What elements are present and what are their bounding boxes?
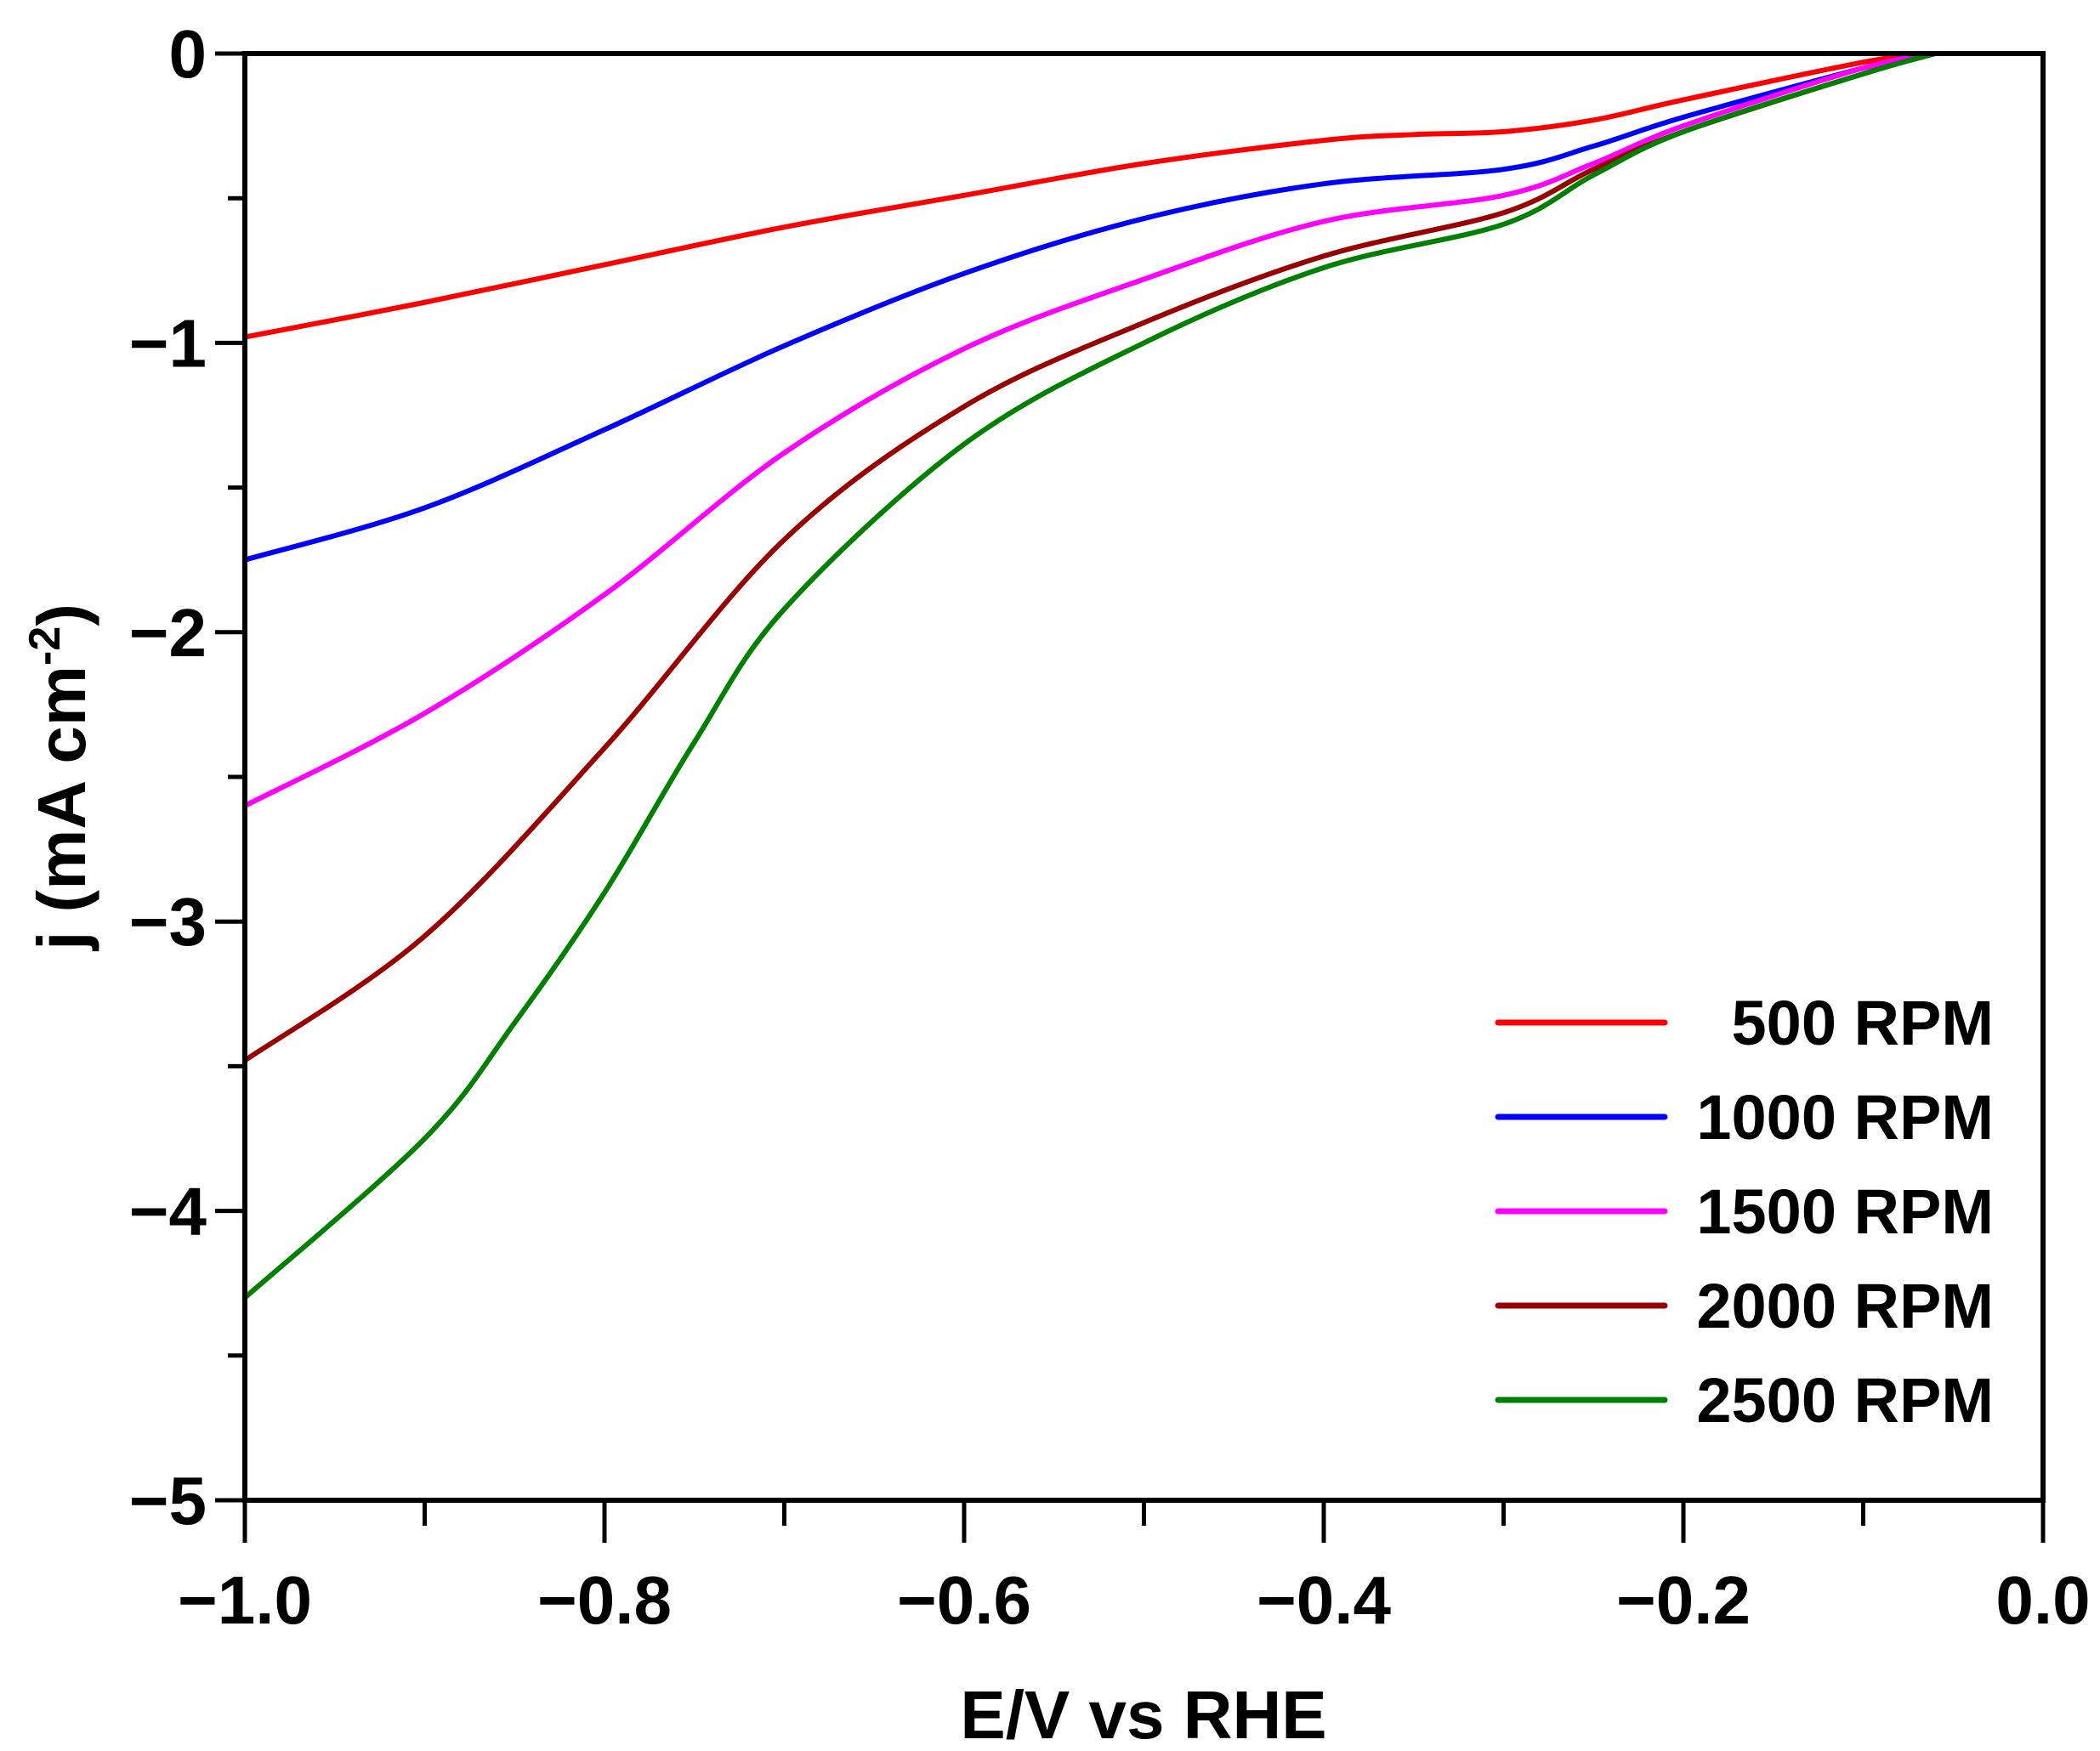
series-line-1500-rpm	[243, 51, 1936, 808]
series-curves	[243, 51, 1936, 1300]
x-tick-label: 0.0	[1995, 1562, 2090, 1638]
legend: 500 RPM 1000 RPM 1500 RPM 2000 RPM 2500 RPM	[1495, 988, 1994, 1436]
legend-label: 2500 RPM	[1696, 1365, 1994, 1436]
y-tick-label: −1	[129, 305, 207, 381]
x-tick-label: −0.4	[1257, 1562, 1391, 1638]
x-tick-label: −0.8	[537, 1562, 672, 1638]
y-axis-title-close: )	[24, 604, 99, 626]
legend-label: 1500 RPM	[1696, 1176, 1994, 1247]
legend-label: 1000 RPM	[1696, 1082, 1994, 1153]
y-axis-title-superscript: -2	[20, 626, 70, 666]
series-line-2500-rpm	[243, 51, 1936, 1300]
x-tick-label: −1.0	[178, 1562, 312, 1638]
y-axis-title-main: j (mA cm	[24, 666, 99, 952]
tick-labels: −1.0 −0.8 −0.6 −0.4 −0.2 0.0 0 −1 −2 −3 −4 −5	[129, 16, 2091, 1638]
x-axis-title: E/V vs RHE	[960, 1677, 1326, 1751]
series-line-500-rpm	[244, 51, 1927, 340]
x-tick-label: −0.6	[897, 1562, 1031, 1638]
y-tick-label: −2	[129, 595, 207, 671]
series-line-2000-rpm	[243, 51, 1936, 1063]
legend-label: 500 RPM	[1732, 988, 1994, 1058]
axis-ticks	[215, 51, 2046, 1543]
series-line-1000-rpm	[244, 51, 1927, 563]
y-tick-label: −3	[129, 884, 207, 960]
y-tick-label: −4	[129, 1174, 207, 1250]
y-tick-label: −5	[129, 1463, 207, 1538]
x-tick-label: −0.2	[1616, 1562, 1751, 1638]
y-axis-title: j (mA cm-2)	[20, 604, 99, 952]
legend-label: 2000 RPM	[1696, 1271, 1994, 1341]
y-tick-label: 0	[169, 16, 207, 92]
